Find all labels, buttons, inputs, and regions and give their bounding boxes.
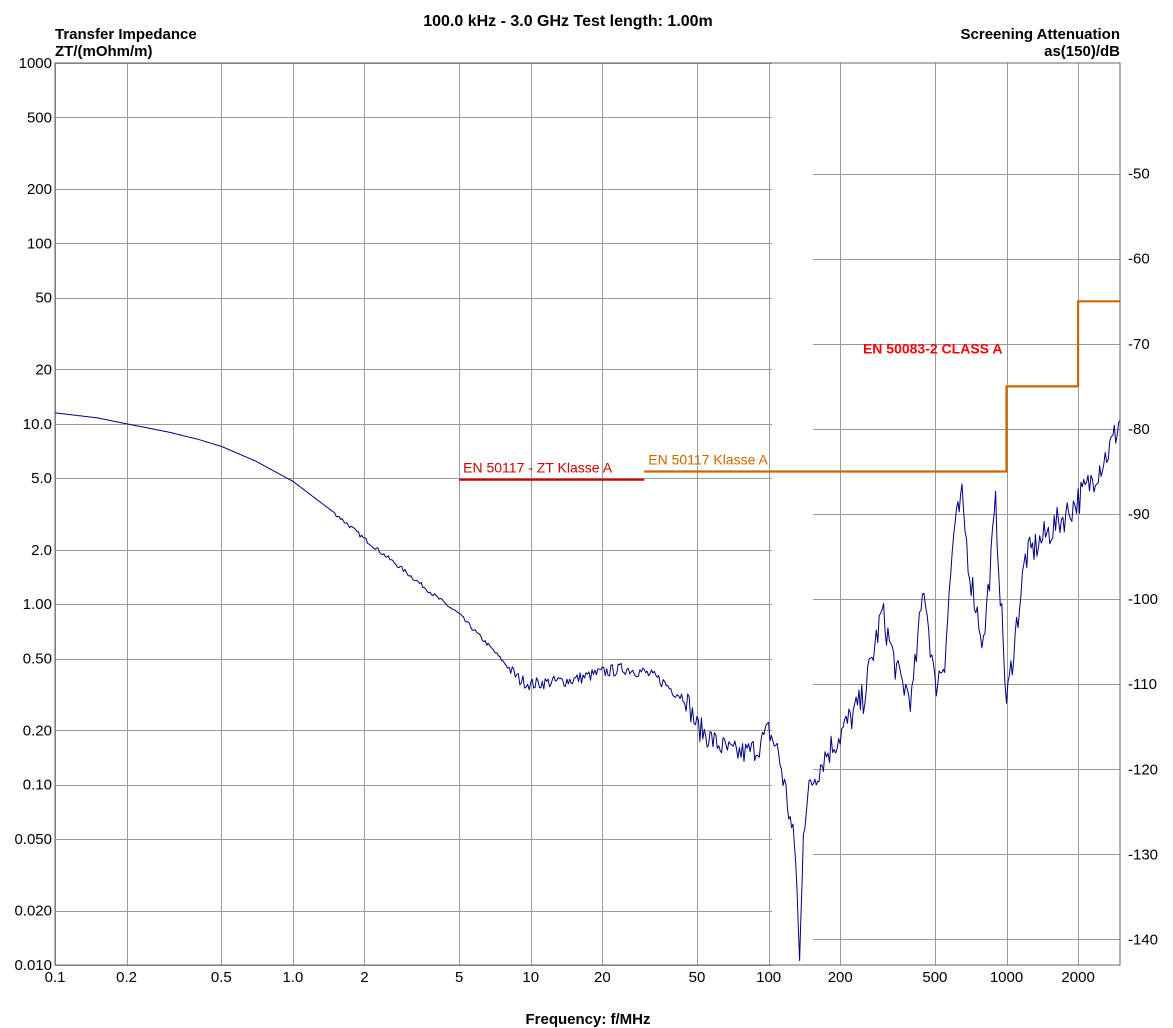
series-group <box>54 300 1121 962</box>
y2-tick-label: -110 <box>1128 676 1157 693</box>
left-axis-title: Transfer Impedance <box>55 26 197 43</box>
x-tick-label: 10 <box>522 969 539 986</box>
y2-tick-label: -70 <box>1128 336 1150 353</box>
y2-tick-label: -90 <box>1128 506 1150 523</box>
series-label: EN 50117 - ZT Klasse A <box>463 460 613 476</box>
x-axis-title: Frequency: f/MHz <box>525 1011 650 1028</box>
y-tick-label: 0.050 <box>14 831 52 848</box>
x-tick-label: 0.1 <box>45 969 66 986</box>
x-tick-label: 2 <box>360 969 368 986</box>
y-tick-label: 0.20 <box>23 722 52 739</box>
x-tick-label: 500 <box>922 969 947 986</box>
y-tick-label: 500 <box>27 109 52 126</box>
x-tick-label: 200 <box>828 969 853 986</box>
y2-tick-label: -120 <box>1128 761 1158 778</box>
y-tick-label: 200 <box>27 181 52 198</box>
x-tick-label: 5 <box>455 969 463 986</box>
plot-frame <box>54 62 1121 966</box>
x-tick-label: 50 <box>689 969 706 986</box>
x-tick-label: 1.0 <box>282 969 303 986</box>
left-axis-unit: ZT/(mOhm/m) <box>55 43 153 60</box>
y-tick-label: 20 <box>35 361 52 378</box>
y2-tick-label: -60 <box>1128 251 1150 268</box>
y-tick-label: 0.010 <box>14 957 52 974</box>
y-tick-label: 1000 <box>19 55 52 72</box>
y2-tick-label: -130 <box>1128 846 1158 863</box>
grid <box>55 63 1120 966</box>
y-tick-label: 1.00 <box>23 596 52 613</box>
y-tick-label: 0.10 <box>23 777 52 794</box>
x-tick-label: 0.2 <box>116 969 137 986</box>
x-tick-label: 1000 <box>990 969 1023 986</box>
x-tick-label: 100 <box>756 969 781 986</box>
x-tick-label: 2000 <box>1061 969 1094 986</box>
annotations: EN 50117 - ZT Klasse A EN 50117 Klasse A E… <box>463 340 1002 475</box>
x-tick-label: 0.5 <box>211 969 232 986</box>
chart-title: 100.0 kHz - 3.0 GHz Test length: 1.00m <box>423 13 713 30</box>
y-tick-label: 2.0 <box>31 542 52 559</box>
y-tick-label: 0.50 <box>23 651 52 668</box>
y2-tick-label: -100 <box>1128 591 1158 608</box>
measurement-line <box>54 412 1121 962</box>
axis-ticks: 0.1 0.2 0.5 1.0 2 5 10 20 50 100 200 500 1000 2000 100… <box>14 55 1158 986</box>
y2-tick-label: -50 <box>1128 166 1150 183</box>
y-tick-label: 50 <box>35 290 52 307</box>
y2-tick-label: -80 <box>1128 421 1150 438</box>
y-tick-label: 0.020 <box>14 903 52 920</box>
y-tick-label: 100 <box>27 235 52 252</box>
right-axis-unit: as(150)/dB <box>1044 43 1120 60</box>
x-tick-label: 20 <box>594 969 611 986</box>
y-tick-label: 10.0 <box>23 416 52 433</box>
limit-line <box>644 300 1120 473</box>
y-tick-label: 5.0 <box>31 470 52 487</box>
annotation-label: EN 50083-2 CLASS A <box>863 340 1003 356</box>
y2-tick-label: -140 <box>1128 931 1158 948</box>
right-axis-title: Screening Attenuation <box>961 26 1120 43</box>
series-label: EN 50117 Klasse A <box>648 451 768 467</box>
